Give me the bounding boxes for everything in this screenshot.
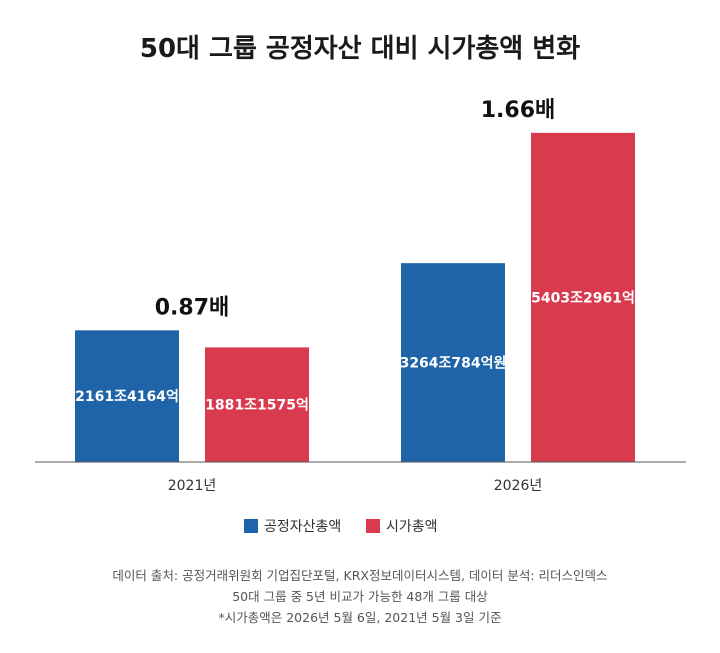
chart-title: 50대 그룹 공정자산 대비 시가총액 변화 bbox=[140, 34, 580, 64]
bar-market-cap-0 bbox=[205, 347, 309, 462]
legend-label: 공정자산총액 bbox=[264, 519, 341, 535]
x-tick-label: 2021년 bbox=[168, 478, 217, 494]
x-tick-label: 2026년 bbox=[494, 478, 543, 494]
bars-layer: 2161조4164억 1881조1575억 0.87배 2021년 3264조784억원… bbox=[75, 98, 635, 494]
footnote-basis: *시가총액은 2026년 5월 6일, 2021년 5월 3일 기준 bbox=[219, 610, 502, 625]
bar-assets-0 bbox=[75, 330, 179, 462]
footnote-scope: 50대 그룹 중 5년 비교가 가능한 48개 그룹 대상 bbox=[232, 589, 488, 604]
bar-value-label: 5403조2961억 bbox=[531, 290, 635, 306]
bar-assets-1 bbox=[401, 263, 505, 462]
footnotes: 데이터 출처: 공정거래위원회 기업집단포털, KRX정보데이터시스템, 데이터… bbox=[112, 568, 607, 625]
footnote-source: 데이터 출처: 공정거래위원회 기업집단포털, KRX정보데이터시스템, 데이터… bbox=[112, 568, 607, 583]
legend-label: 시가총액 bbox=[386, 519, 438, 535]
legend-swatch bbox=[244, 519, 258, 533]
ratio-label: 0.87배 bbox=[155, 295, 230, 320]
bar-value-label: 2161조4164억 bbox=[75, 389, 179, 405]
bar-value-label: 3264조784억원 bbox=[400, 356, 507, 372]
ratio-label: 1.66배 bbox=[481, 98, 556, 123]
bar-market-cap-1 bbox=[531, 132, 635, 462]
legend-swatch bbox=[366, 519, 380, 533]
legend: 공정자산총액 시가총액 bbox=[244, 519, 438, 535]
bar-value-label: 1881조1575억 bbox=[205, 398, 309, 414]
